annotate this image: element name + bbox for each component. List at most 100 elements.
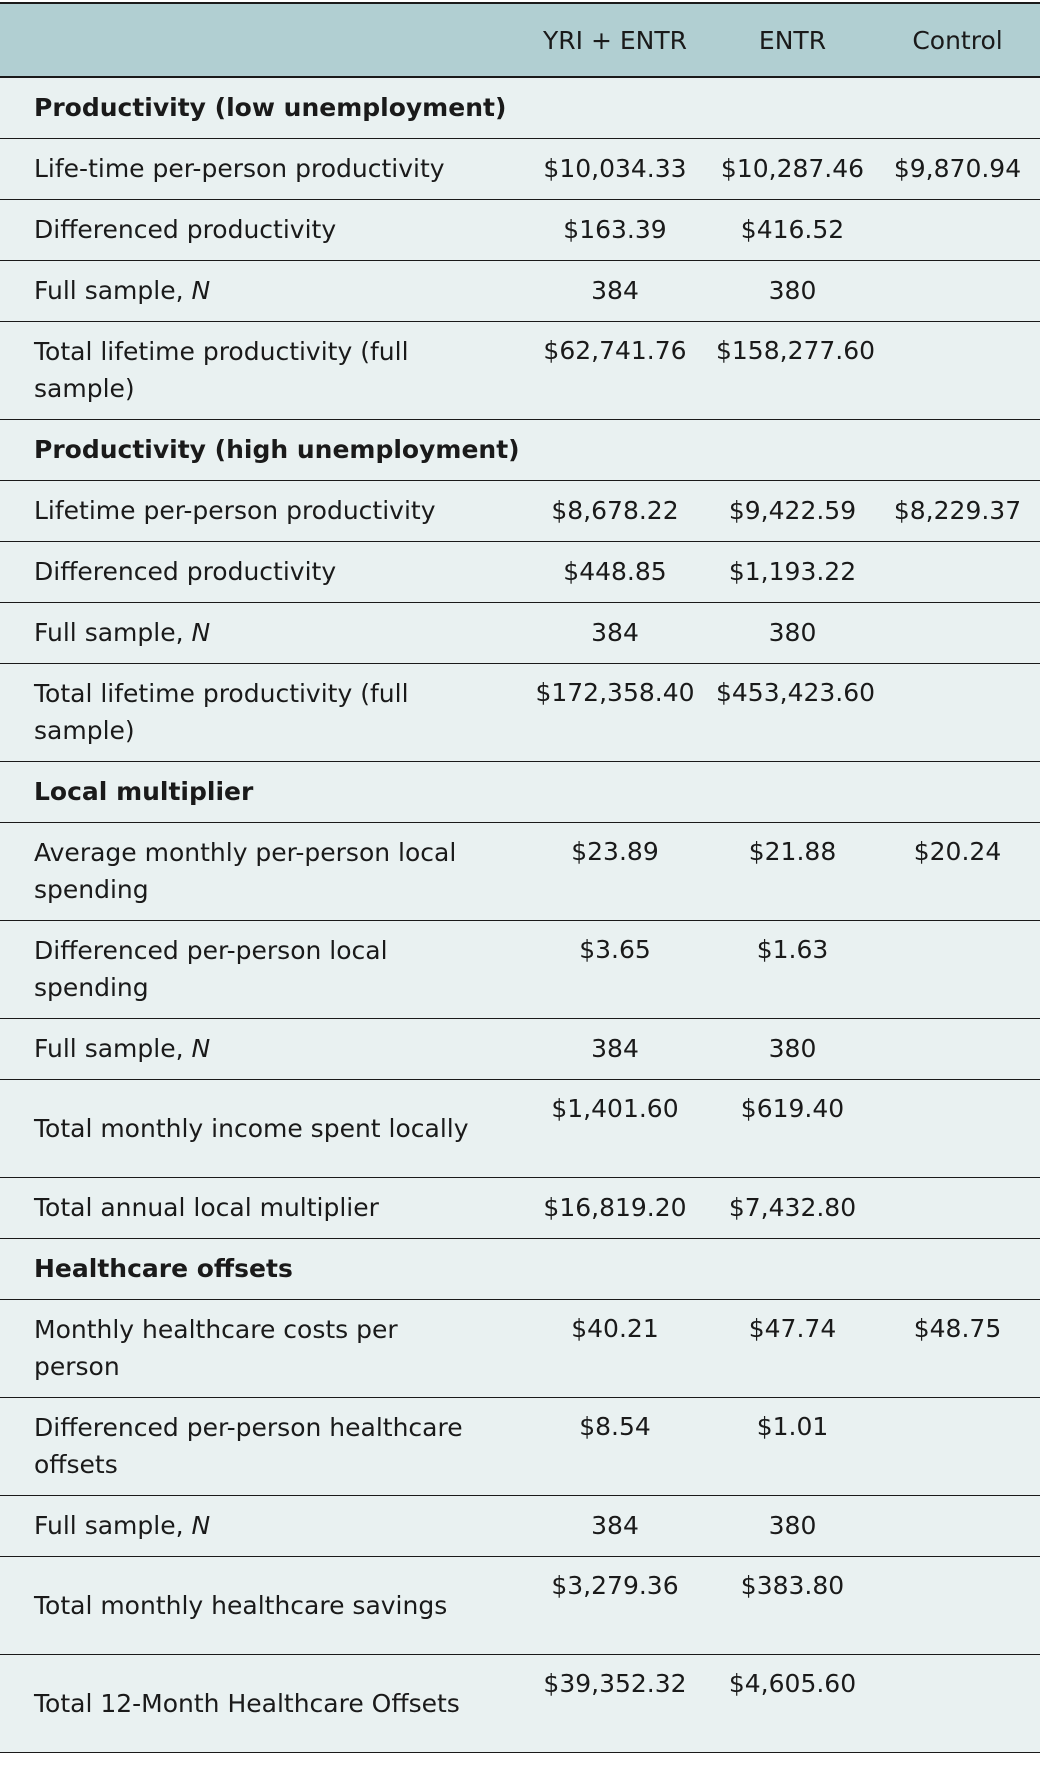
table-row: Differenced productivity $163.39 $416.52 bbox=[0, 199, 1040, 260]
cell-yri-entr: $62,741.76 bbox=[543, 335, 687, 365]
row-label: Total monthly income spent locally bbox=[34, 1113, 469, 1143]
cell-control bbox=[875, 1397, 1040, 1495]
header-blank bbox=[0, 3, 520, 77]
header-control: Control bbox=[912, 25, 1003, 55]
cell-control bbox=[875, 199, 1040, 260]
cell-yri-entr: $163.39 bbox=[563, 215, 667, 244]
cell-yri-entr: $39,352.32 bbox=[543, 1668, 687, 1698]
cell-yri-entr: 384 bbox=[591, 1034, 639, 1063]
row-label: Full sample, N bbox=[0, 1018, 520, 1079]
row-label: Total monthly healthcare savings bbox=[34, 1590, 448, 1620]
section-header: Productivity (low unemployment) bbox=[0, 77, 1040, 138]
row-label: Differenced productivity bbox=[34, 557, 337, 586]
row-label: Total lifetime productivity (full sample… bbox=[34, 337, 409, 403]
cell-control: $20.24 bbox=[913, 836, 1002, 866]
cell-entr: $47.74 bbox=[748, 1313, 837, 1343]
row-label-italic: N bbox=[191, 1034, 211, 1063]
cell-entr: 380 bbox=[768, 1034, 817, 1063]
table-row: Differenced per-person local spending $3… bbox=[0, 920, 1040, 1018]
row-label-text: Full sample, bbox=[34, 276, 192, 305]
section-header: Healthcare offsets bbox=[0, 1238, 1040, 1299]
table-row: Monthly healthcare costs per person $40.… bbox=[0, 1299, 1040, 1397]
cell-entr: $1.01 bbox=[756, 1411, 829, 1441]
table-row: Total 12-Month Healthcare Offsets $39,35… bbox=[0, 1654, 1040, 1752]
cell-control bbox=[875, 541, 1040, 602]
section-title: Productivity (low unemployment) bbox=[34, 93, 507, 123]
header-entr: ENTR bbox=[758, 25, 827, 55]
cell-control: $48.75 bbox=[913, 1313, 1002, 1343]
cell-control bbox=[875, 663, 1040, 761]
row-label: Differenced per-person healthcare offset… bbox=[34, 1413, 463, 1479]
cell-control bbox=[875, 602, 1040, 663]
table-header-row: YRI + ENTR ENTR Control bbox=[0, 3, 1040, 77]
cell-yri-entr: 384 bbox=[591, 276, 639, 305]
cell-entr: $383.80 bbox=[740, 1570, 845, 1600]
table-row: Average monthly per-person local spendin… bbox=[0, 822, 1040, 920]
cell-entr: $158,277.60 bbox=[716, 335, 876, 365]
cell-entr: 380 bbox=[768, 1511, 817, 1540]
row-label: Lifetime per-person productivity bbox=[34, 496, 436, 525]
row-label: Total 12-Month Healthcare Offsets bbox=[34, 1688, 460, 1718]
cell-control bbox=[875, 1177, 1040, 1238]
section-header: Productivity (high unemployment) bbox=[0, 419, 1040, 480]
cell-entr: $7,432.80 bbox=[728, 1193, 857, 1222]
row-label-text: Full sample, bbox=[34, 618, 192, 647]
cell-control bbox=[875, 260, 1040, 321]
cell-entr: $9,422.59 bbox=[728, 496, 857, 525]
cell-yri-entr: $8,678.22 bbox=[551, 496, 679, 525]
table-row: Total monthly income spent locally $1,40… bbox=[0, 1079, 1040, 1177]
table-row: Full sample, N 384 380 bbox=[0, 1018, 1040, 1079]
table-row: Total lifetime productivity (full sample… bbox=[0, 663, 1040, 761]
row-label: Life-time per-person productivity bbox=[34, 154, 445, 183]
cell-yri-entr: $172,358.40 bbox=[535, 677, 695, 707]
cell-entr: $1.63 bbox=[756, 934, 829, 964]
cell-entr: 380 bbox=[768, 276, 817, 305]
cell-yri-entr: $3.65 bbox=[579, 934, 651, 964]
row-label-italic: N bbox=[191, 276, 211, 305]
cell-control bbox=[875, 321, 1040, 419]
row-label: Differenced productivity bbox=[34, 215, 337, 244]
row-label-text: Full sample, bbox=[34, 1034, 192, 1063]
table-row: Differenced productivity $448.85 $1,193.… bbox=[0, 541, 1040, 602]
cell-yri-entr: $16,819.20 bbox=[543, 1193, 687, 1222]
row-label: Full sample, N bbox=[0, 602, 520, 663]
row-label-italic: N bbox=[191, 1511, 211, 1540]
row-label-italic: N bbox=[191, 618, 211, 647]
table-row: Total annual local multiplier $16,819.20… bbox=[0, 1177, 1040, 1238]
cell-control: $8,229.37 bbox=[893, 496, 1022, 525]
table-row: Lifetime per-person productivity $8,678.… bbox=[0, 480, 1040, 541]
section-header: Local multiplier bbox=[0, 761, 1040, 822]
cell-entr: $10,287.46 bbox=[720, 154, 865, 183]
cell-control bbox=[875, 1079, 1040, 1177]
row-label: Total lifetime productivity (full sample… bbox=[34, 679, 409, 745]
row-label: Monthly healthcare costs per person bbox=[34, 1315, 398, 1381]
cell-entr: 380 bbox=[768, 618, 817, 647]
cell-yri-entr: $1,401.60 bbox=[551, 1093, 679, 1123]
section-title: Healthcare offsets bbox=[34, 1254, 293, 1283]
table-row: Total monthly healthcare savings $3,279.… bbox=[0, 1556, 1040, 1654]
table-row: Life-time per-person productivity $10,03… bbox=[0, 138, 1040, 199]
table-row: Full sample, N 384 380 bbox=[0, 602, 1040, 663]
section-title: Productivity (high unemployment) bbox=[34, 435, 520, 464]
cell-entr: $1,193.22 bbox=[728, 557, 857, 586]
cell-control bbox=[875, 1654, 1040, 1752]
section-title: Local multiplier bbox=[34, 777, 254, 806]
row-label: Full sample, N bbox=[0, 1495, 520, 1556]
table-row: Differenced per-person healthcare offset… bbox=[0, 1397, 1040, 1495]
table-row: Total lifetime productivity (full sample… bbox=[0, 321, 1040, 419]
cell-control bbox=[875, 1018, 1040, 1079]
cell-entr: $4,605.60 bbox=[728, 1668, 857, 1698]
cell-yri-entr: $23.89 bbox=[571, 836, 659, 866]
cell-yri-entr: 384 bbox=[591, 618, 639, 647]
cell-yri-entr: $448.85 bbox=[563, 557, 667, 586]
cell-control: $9,870.94 bbox=[893, 154, 1022, 183]
table-row: Full sample, N 384 380 bbox=[0, 1495, 1040, 1556]
cell-entr: $416.52 bbox=[740, 215, 845, 244]
cell-control bbox=[875, 920, 1040, 1018]
table-row: Full sample, N 384 380 bbox=[0, 260, 1040, 321]
cell-control bbox=[875, 1556, 1040, 1654]
cell-yri-entr: $40.21 bbox=[571, 1313, 659, 1343]
row-label: Full sample, N bbox=[0, 260, 520, 321]
cell-yri-entr: $3,279.36 bbox=[551, 1570, 679, 1600]
